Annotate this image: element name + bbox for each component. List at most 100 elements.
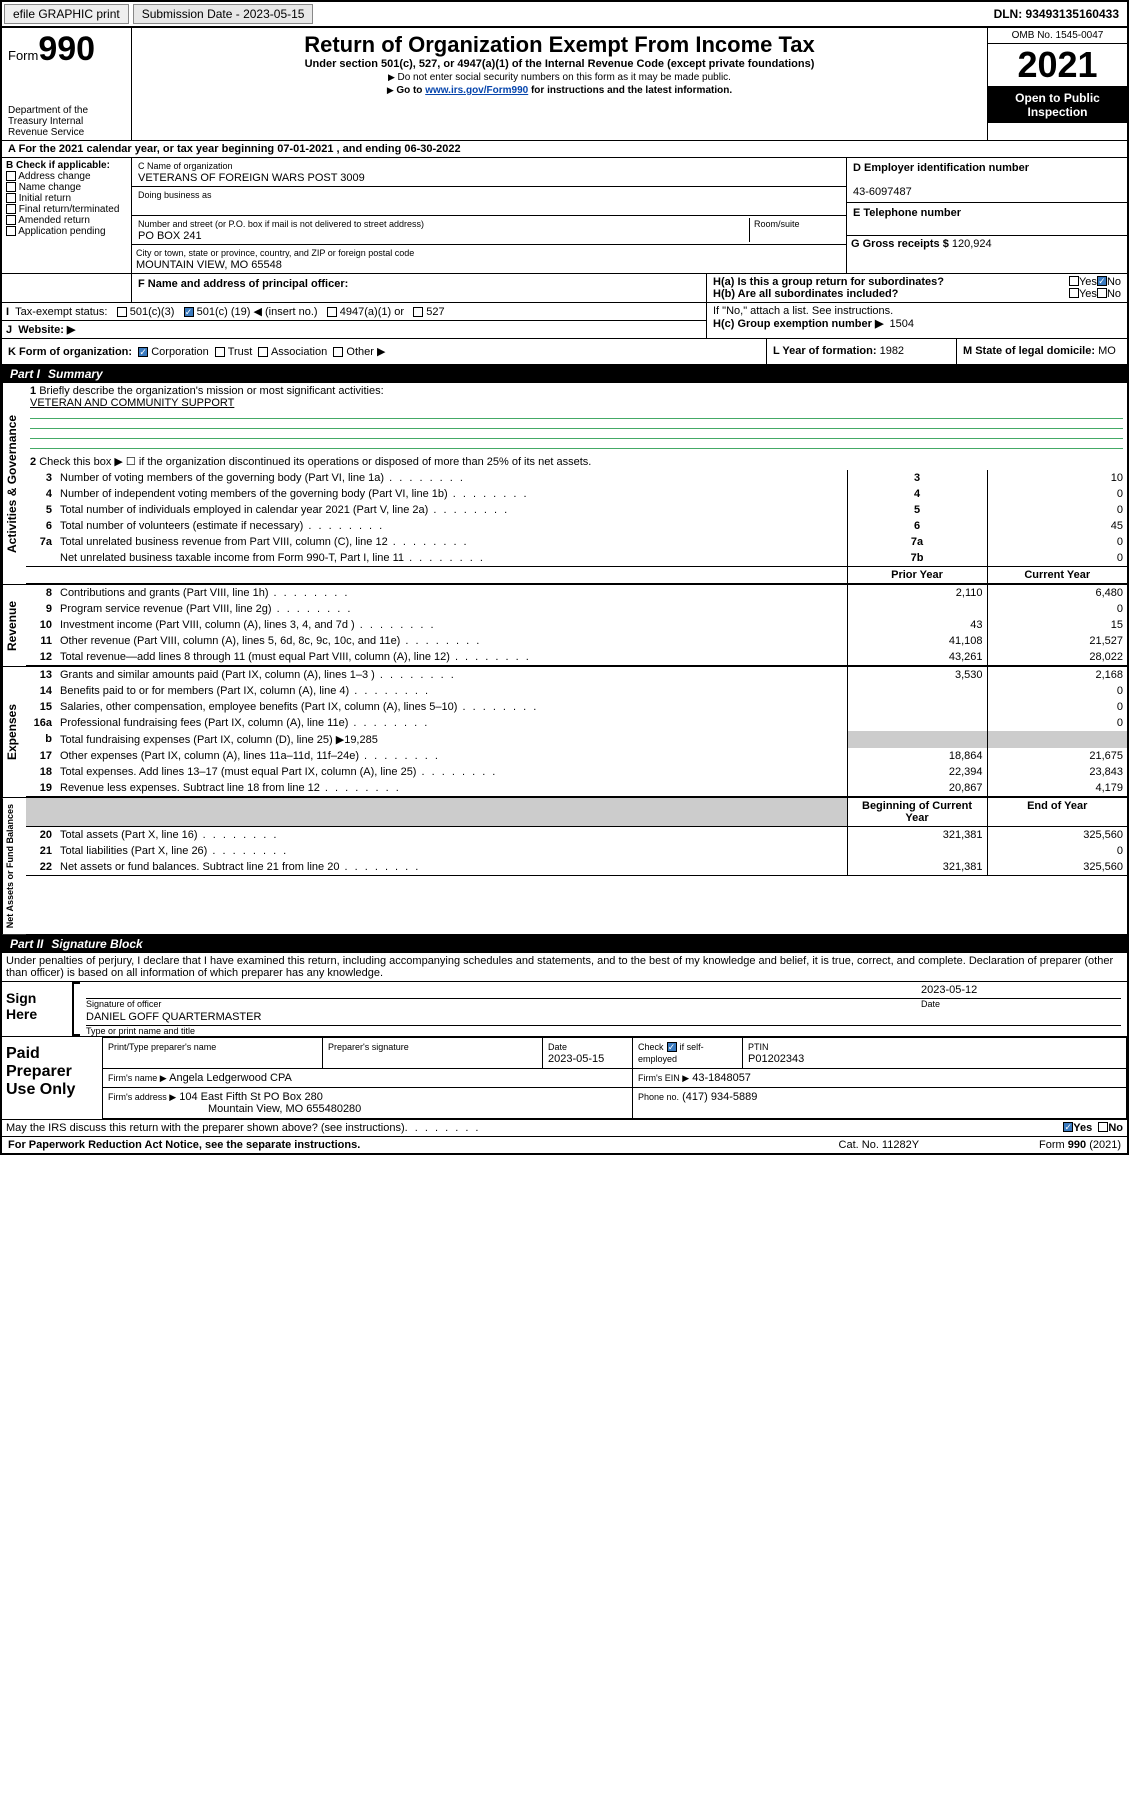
chk-initial[interactable] bbox=[6, 193, 16, 203]
discuss-yes-chk[interactable] bbox=[1063, 1122, 1073, 1132]
i-o2v: 19 bbox=[235, 306, 247, 318]
rev-row: 8Contributions and grants (Part VIII, li… bbox=[26, 585, 1127, 601]
gov-section: Activities & Governance 1 Briefly descri… bbox=[2, 383, 1127, 585]
efile-button[interactable]: efile GRAPHIC print bbox=[4, 4, 129, 24]
form-word: Form bbox=[8, 48, 38, 63]
vlabel-gov: Activities & Governance bbox=[2, 383, 26, 584]
tax-year: 2021 bbox=[988, 44, 1127, 87]
i-501c[interactable] bbox=[184, 307, 194, 317]
sign-date-lbl: Date bbox=[921, 999, 1121, 1009]
page-footer: For Paperwork Reduction Act Notice, see … bbox=[2, 1137, 1127, 1153]
footer-left: For Paperwork Reduction Act Notice, see … bbox=[8, 1139, 360, 1151]
line2: Check this box ▶ ☐ if the organization d… bbox=[39, 456, 591, 468]
chk-name[interactable] bbox=[6, 182, 16, 192]
ptin-lbl: PTIN bbox=[748, 1042, 769, 1052]
exp-row: 15Salaries, other compensation, employee… bbox=[26, 699, 1127, 715]
exp-row: 18Total expenses. Add lines 13–17 (must … bbox=[26, 764, 1127, 780]
omb-number: OMB No. 1545-0047 bbox=[988, 28, 1127, 44]
rev-table: 8Contributions and grants (Part VIII, li… bbox=[26, 585, 1127, 666]
opt-initial: Initial return bbox=[19, 193, 71, 204]
net-table: Beginning of Current YearEnd of Year20To… bbox=[26, 798, 1127, 876]
city-lbl: City or town, state or province, country… bbox=[136, 248, 414, 258]
gov-row: Net unrelated business taxable income fr… bbox=[26, 550, 1127, 567]
signer-name: DANIEL GOFF QUARTERMASTER bbox=[86, 1011, 261, 1023]
i-4947[interactable] bbox=[327, 307, 337, 317]
rev-row: 12Total revenue—add lines 8 through 11 (… bbox=[26, 649, 1127, 666]
rev-row: 11Other revenue (Part VIII, column (A), … bbox=[26, 633, 1127, 649]
hb-no[interactable] bbox=[1097, 288, 1107, 298]
k-corp[interactable] bbox=[138, 347, 148, 357]
k-lbl: K Form of organization: bbox=[8, 346, 132, 358]
i-527[interactable] bbox=[413, 307, 423, 317]
k-assoc[interactable] bbox=[258, 347, 268, 357]
sign-date: 2023-05-12 bbox=[921, 984, 1121, 996]
opt-name: Name change bbox=[19, 182, 81, 193]
k-trust[interactable] bbox=[215, 347, 225, 357]
org-name: VETERANS OF FOREIGN WARS POST 3009 bbox=[138, 172, 365, 184]
goto-pre: Go to bbox=[396, 85, 425, 96]
gov-row: 4Number of independent voting members of… bbox=[26, 486, 1127, 502]
vlabel-rev: Revenue bbox=[2, 585, 26, 666]
part1-header: Part I Summary bbox=[2, 365, 1127, 383]
i-o2p: 501(c) ( bbox=[197, 306, 235, 318]
part1-sub: Summary bbox=[48, 367, 103, 381]
line1-val: VETERAN AND COMMUNITY SUPPORT bbox=[30, 397, 234, 409]
net-section: Net Assets or Fund Balances Beginning of… bbox=[2, 798, 1127, 935]
dba-lbl: Doing business as bbox=[138, 190, 212, 200]
k-other[interactable] bbox=[333, 347, 343, 357]
form-label: Form990 bbox=[8, 30, 125, 69]
firm-ein-lbl: Firm's EIN ▶ bbox=[638, 1073, 689, 1083]
ha-no[interactable] bbox=[1097, 276, 1107, 286]
klm-block: K Form of organization: Corporation Trus… bbox=[2, 339, 1127, 365]
firm-addr2: Mountain View, MO 655480280 bbox=[108, 1103, 361, 1115]
may-discuss-text: May the IRS discuss this return with the… bbox=[6, 1122, 405, 1134]
firm-name: Angela Ledgerwood CPA bbox=[169, 1072, 292, 1084]
prep-phone: (417) 934-5889 bbox=[682, 1091, 757, 1103]
phone-lbl: E Telephone number bbox=[853, 207, 961, 219]
opt-amended: Amended return bbox=[18, 215, 90, 226]
vlabel-net: Net Assets or Fund Balances bbox=[2, 798, 26, 934]
chk-final[interactable] bbox=[6, 204, 16, 214]
line1-lbl: Briefly describe the organization's miss… bbox=[39, 385, 383, 397]
discuss-no: No bbox=[1108, 1122, 1123, 1134]
l-val: 1982 bbox=[880, 345, 904, 357]
subtitle-1: Under section 501(c), 527, or 4947(a)(1)… bbox=[140, 58, 979, 70]
gross-lbl: G Gross receipts $ bbox=[851, 238, 949, 250]
subtitle-3: Go to www.irs.gov/Form990 for instructio… bbox=[140, 85, 979, 96]
chk-address[interactable] bbox=[6, 171, 16, 181]
bcd-block: B Check if applicable: Address change Na… bbox=[2, 158, 1127, 274]
i-o2s: ) ◀ (insert no.) bbox=[247, 306, 318, 318]
self-emp-chk[interactable] bbox=[667, 1042, 677, 1052]
ptin: P01202343 bbox=[748, 1053, 804, 1065]
section-a: A For the 2021 calendar year, or tax yea… bbox=[2, 141, 1127, 158]
chk-amended[interactable] bbox=[6, 215, 16, 225]
i-501c3[interactable] bbox=[117, 307, 127, 317]
ha-no-lbl: No bbox=[1107, 276, 1121, 288]
k-o1: Corporation bbox=[151, 346, 208, 358]
net-row: 20Total assets (Part X, line 16)321,3813… bbox=[26, 827, 1127, 844]
prep-date: 2023-05-15 bbox=[548, 1053, 604, 1065]
addr-lbl: Number and street (or P.O. box if mail i… bbox=[138, 219, 424, 229]
j-lbl: Website: ▶ bbox=[18, 324, 75, 336]
form990-link[interactable]: www.irs.gov/Form990 bbox=[425, 85, 528, 96]
room-lbl: Room/suite bbox=[754, 219, 800, 229]
ein: 43-6097487 bbox=[853, 186, 912, 198]
hb-no-lbl: No bbox=[1107, 288, 1121, 300]
hc-val: 1504 bbox=[890, 318, 914, 330]
prep-h3l: Date bbox=[548, 1042, 567, 1052]
gov-row: 5Total number of individuals employed in… bbox=[26, 502, 1127, 518]
discuss-no-chk[interactable] bbox=[1098, 1122, 1108, 1132]
submission-button[interactable]: Submission Date - 2023-05-15 bbox=[133, 4, 314, 24]
part2-header: Part II Signature Block bbox=[2, 935, 1127, 953]
may-discuss: May the IRS discuss this return with the… bbox=[2, 1120, 1127, 1137]
i-o4: 527 bbox=[426, 306, 444, 318]
exp-row: 19Revenue less expenses. Subtract line 1… bbox=[26, 780, 1127, 797]
hb-yes[interactable] bbox=[1069, 288, 1079, 298]
chk-pending[interactable] bbox=[6, 226, 16, 236]
prep-h2: Preparer's signature bbox=[328, 1042, 409, 1052]
ha-yes[interactable] bbox=[1069, 276, 1079, 286]
prep-h1: Print/Type preparer's name bbox=[108, 1042, 216, 1052]
fh-block: F Name and address of principal officer:… bbox=[2, 274, 1127, 303]
section-a-text: For the 2021 calendar year, or tax year … bbox=[19, 143, 461, 155]
part2-sub: Signature Block bbox=[51, 937, 142, 951]
